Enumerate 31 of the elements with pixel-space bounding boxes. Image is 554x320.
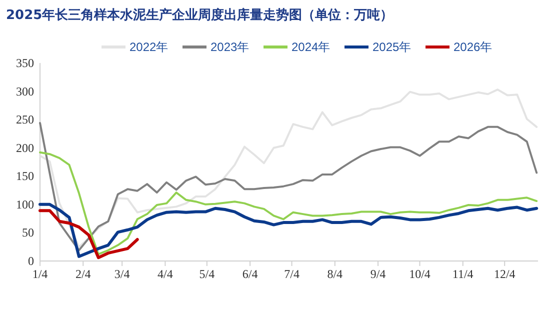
line-series — [38, 202, 538, 258]
x-tick-label: 2/4 — [75, 267, 91, 281]
legend-label: 2026年 — [454, 40, 492, 54]
y-tick-label: 200 — [16, 140, 34, 155]
y-tick-label: 250 — [16, 112, 34, 127]
x-tick-label: 11/4 — [452, 267, 474, 281]
line-series — [39, 151, 538, 256]
x-tick-label: 3/4 — [114, 267, 130, 281]
x-tick-label: 1/4 — [32, 267, 48, 281]
legend-label: 2023年 — [210, 40, 250, 54]
line-series — [38, 209, 139, 260]
x-tick-label: 9/4 — [370, 267, 386, 281]
line-series — [39, 88, 538, 248]
y-tick-label: 100 — [16, 197, 34, 212]
x-tick-label: 4/4 — [158, 267, 173, 281]
legend-label: 2022年 — [130, 40, 168, 54]
line-series — [39, 122, 538, 252]
y-tick-label: 50 — [22, 226, 34, 240]
legend-label: 2024年 — [292, 40, 330, 54]
y-tick-label: 0 — [28, 254, 34, 268]
legend-label: 2025年 — [372, 40, 412, 54]
y-tick-label: 150 — [16, 169, 34, 184]
x-tick-label: 10/4 — [409, 267, 430, 281]
y-tick-label: 300 — [16, 84, 34, 98]
y-tick-label: 350 — [16, 56, 34, 70]
x-tick-label: 8/4 — [327, 267, 343, 281]
x-tick-label: 7/4 — [284, 267, 300, 281]
x-tick-label: 6/4 — [242, 267, 258, 281]
chart-title: 2025年长三角样本水泥生产企业周度出库量走势图（单位：万吨） — [6, 7, 394, 23]
x-tick-label: 5/4 — [199, 267, 215, 281]
x-tick-label: 12/4 — [494, 267, 516, 281]
